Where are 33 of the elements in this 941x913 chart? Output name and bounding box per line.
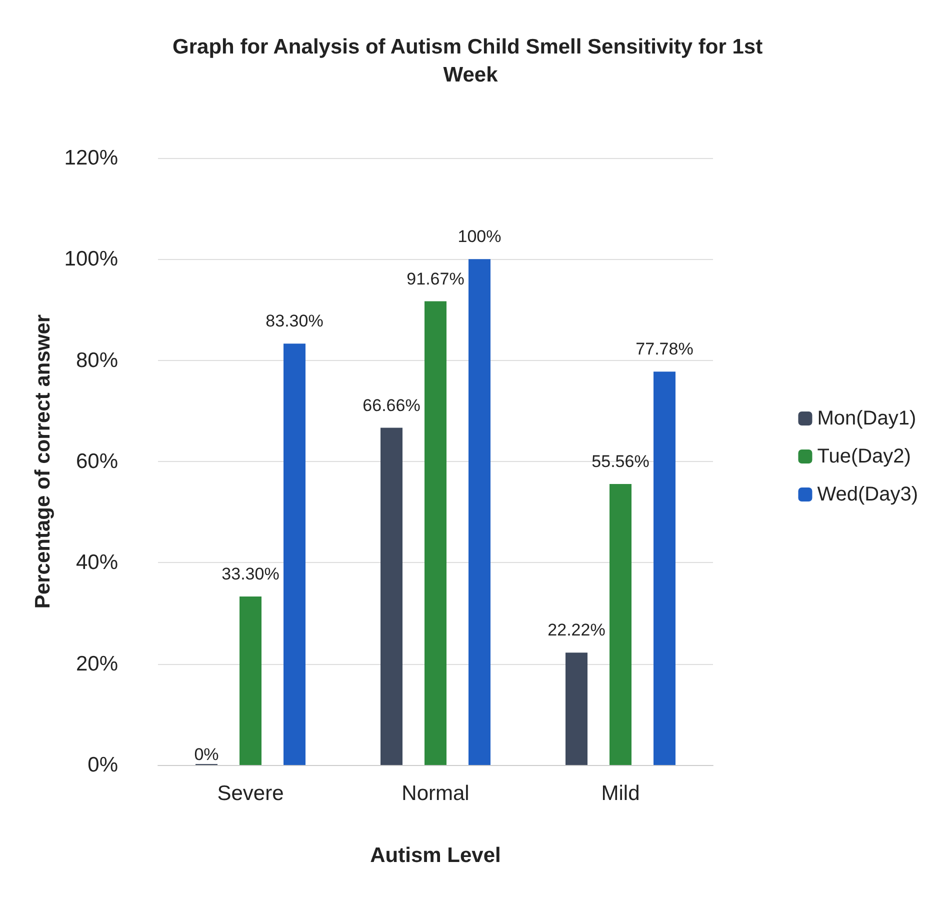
y-axis-title: Percentage of correct answer	[31, 314, 54, 609]
y-tick-label: 120%	[64, 146, 118, 170]
y-tick-label: 100%	[64, 248, 118, 271]
bar	[566, 652, 588, 765]
data-label: 83.30%	[266, 312, 324, 331]
bar	[424, 301, 446, 765]
bar	[240, 596, 262, 765]
data-label: 100%	[458, 227, 502, 246]
y-tick-label: 0%	[88, 754, 118, 776]
y-tick-label: 80%	[76, 348, 118, 372]
data-label: 22.22%	[548, 620, 606, 640]
legend-label: Tue(Day2)	[817, 446, 911, 468]
bar	[380, 428, 402, 765]
legend-label: Wed(Day3)	[817, 484, 918, 506]
bar	[468, 259, 490, 765]
x-tick-label: Mild	[601, 782, 640, 805]
data-label: 77.78%	[636, 340, 694, 359]
bar	[610, 484, 632, 765]
x-tick-label: Normal	[402, 782, 470, 805]
chart-title: Graph for Analysis of Autism Child Smell Sensitivity for 1st Week	[172, 36, 768, 86]
data-label: 91.67%	[406, 269, 464, 288]
bar	[284, 344, 306, 765]
data-label: 33.30%	[222, 564, 280, 584]
legend-label: Mon(Day1)	[817, 408, 916, 430]
x-axis-title: Autism Level	[370, 844, 501, 867]
y-tick-label: 60%	[76, 450, 118, 473]
data-label: 55.56%	[592, 452, 650, 471]
data-label: 0%	[194, 745, 219, 764]
x-tick-label: Severe	[217, 782, 284, 805]
y-tick-label: 40%	[76, 551, 118, 574]
bar	[654, 372, 676, 765]
data-label: 66.66%	[362, 396, 420, 415]
y-tick-label: 20%	[76, 652, 118, 676]
